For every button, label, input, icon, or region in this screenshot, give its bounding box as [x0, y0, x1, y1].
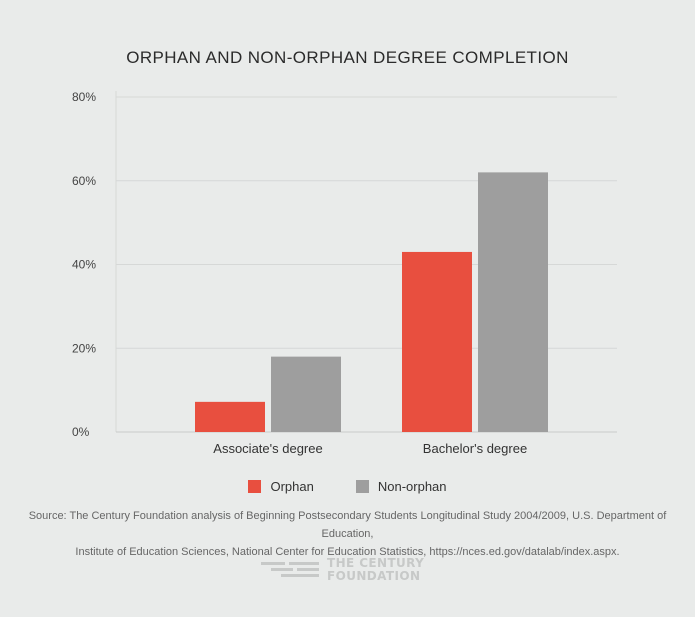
- y-tick-label: 0%: [72, 425, 90, 439]
- bar-non-orphan-bachelor: [478, 172, 548, 432]
- bar-orphan-associate: [195, 401, 265, 432]
- legend: Orphan Non-orphan: [0, 479, 695, 494]
- century-foundation-logo: THE CENTURY FOUNDATION: [261, 557, 424, 583]
- legend-label-orphan: Orphan: [270, 479, 314, 494]
- y-tick-label: 40%: [72, 258, 96, 272]
- bar-orphan-bachelor: [402, 251, 472, 432]
- bar-non-orphan-associate: [271, 356, 341, 432]
- legend-swatch-orphan: [248, 480, 262, 493]
- logo-text: THE CENTURY FOUNDATION: [327, 557, 424, 583]
- x-tick-label: Associate's degree: [213, 441, 322, 456]
- legend-item-non-orphan: Non-orphan: [355, 479, 447, 494]
- logo-text-line-1: THE CENTURY: [327, 556, 425, 570]
- legend-swatch-non-orphan: [355, 480, 369, 493]
- logo-text-line-2: FOUNDATION: [327, 569, 421, 583]
- y-tick-label: 60%: [72, 174, 96, 188]
- y-tick-label: 80%: [72, 90, 96, 104]
- x-tick-label: Bachelor's degree: [423, 441, 527, 456]
- y-tick-label: 20%: [72, 341, 96, 355]
- chart-title: ORPHAN AND NON-ORPHAN DEGREE COMPLETION: [126, 48, 569, 67]
- source-line-2: Institute of Education Sciences, Nationa…: [75, 546, 620, 558]
- bar-chart: 0% 20% 40% 60% 80% Associate's degree Bachelor…: [72, 90, 617, 456]
- source-note: Source: The Century Foundation analysis …: [14, 507, 681, 561]
- legend-item-orphan: Orphan: [248, 479, 314, 494]
- source-line-1: Source: The Century Foundation analysis …: [28, 510, 667, 540]
- logo-stripes-icon: [261, 562, 319, 577]
- legend-label-non-orphan: Non-orphan: [377, 479, 447, 494]
